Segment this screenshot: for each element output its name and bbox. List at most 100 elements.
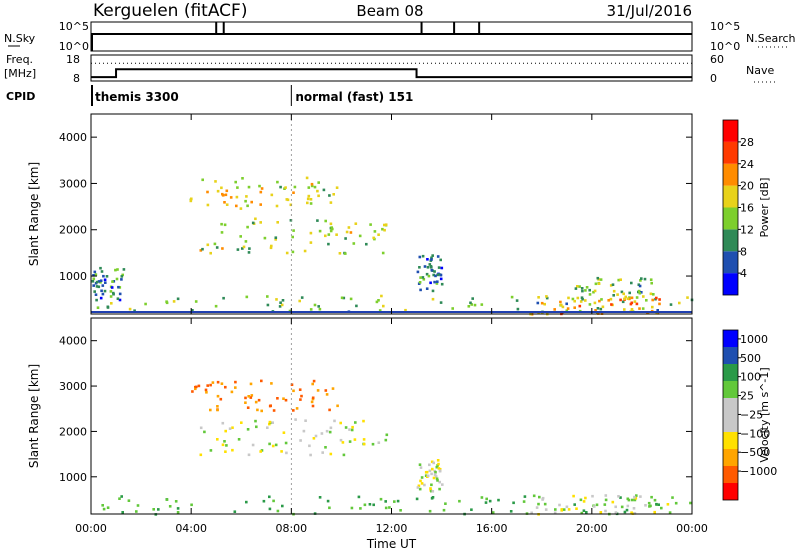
range-cell xyxy=(118,292,122,296)
range-cell xyxy=(99,296,103,300)
range-cell xyxy=(312,437,316,440)
range-cell xyxy=(292,191,295,194)
colorbar-label: 25 xyxy=(740,390,754,403)
range-cell xyxy=(279,185,282,189)
range-cell xyxy=(630,281,633,285)
range-cell xyxy=(117,285,120,289)
range-cell xyxy=(330,226,333,229)
range-cell xyxy=(341,441,345,444)
range-cell xyxy=(535,506,539,509)
colorbar: 4 8 12 16 20 24 28 Power [dB] xyxy=(722,119,771,296)
range-cell xyxy=(671,496,674,499)
range-cell xyxy=(222,296,225,300)
range-cell xyxy=(220,186,223,190)
range-cell xyxy=(120,495,123,498)
range-cell xyxy=(239,207,243,210)
range-cell xyxy=(216,189,220,193)
range-cell xyxy=(290,383,294,386)
range-cell xyxy=(300,394,303,398)
range-cell xyxy=(432,273,435,277)
range-cell xyxy=(345,230,349,234)
range-cell xyxy=(245,295,249,299)
range-cell xyxy=(103,278,107,282)
range-cell xyxy=(369,223,372,226)
range-cell xyxy=(509,510,513,513)
x-tick-label: 16:00 xyxy=(476,522,508,535)
range-cell xyxy=(353,438,357,441)
range-cell xyxy=(537,502,540,506)
range-cell xyxy=(118,298,122,302)
range-cell xyxy=(614,505,617,509)
colorbar-swatch xyxy=(723,415,738,432)
range-cell xyxy=(558,503,561,507)
range-cell xyxy=(644,504,647,507)
range-cell xyxy=(484,501,488,504)
range-cell xyxy=(580,287,584,290)
scatter-cells xyxy=(101,379,692,516)
range-cell xyxy=(251,443,255,447)
range-cell xyxy=(601,305,605,309)
range-cell xyxy=(136,504,140,507)
colorbar-swatch xyxy=(723,273,738,295)
range-cell xyxy=(650,281,653,285)
colorbar-label: −100 xyxy=(740,427,770,440)
range-cell xyxy=(623,308,626,311)
range-cell xyxy=(354,421,357,424)
range-cell xyxy=(515,299,519,302)
range-cell xyxy=(309,241,313,244)
range-cell xyxy=(249,382,253,386)
range-cell xyxy=(435,282,439,285)
range-cell xyxy=(95,280,99,284)
colorbar-label: 4 xyxy=(740,267,747,280)
range-cell xyxy=(439,277,443,281)
range-cell xyxy=(342,296,346,300)
range-cell xyxy=(375,300,379,304)
range-cell xyxy=(399,509,402,512)
range-cell xyxy=(111,280,114,283)
range-cell xyxy=(270,193,274,197)
range-cell xyxy=(281,504,284,508)
range-cell xyxy=(336,404,339,408)
range-cell xyxy=(225,189,229,193)
range-cell xyxy=(438,468,442,471)
range-cell xyxy=(428,463,431,467)
range-cell xyxy=(152,508,155,511)
range-cell xyxy=(270,382,273,385)
nave-tick-bottom: 0 xyxy=(710,72,717,85)
range-cell xyxy=(426,474,430,478)
range-cell xyxy=(165,300,168,303)
range-cell xyxy=(619,298,622,302)
range-cell xyxy=(254,217,257,221)
range-cell xyxy=(469,301,472,305)
range-cell xyxy=(641,307,645,310)
range-cell xyxy=(560,509,563,512)
range-cell xyxy=(110,286,114,289)
range-cell xyxy=(328,408,331,412)
range-cell xyxy=(266,295,269,298)
range-cell xyxy=(338,252,342,255)
range-cell xyxy=(191,309,194,312)
range-cell xyxy=(246,204,249,208)
range-cell xyxy=(260,187,264,190)
range-cell xyxy=(259,450,262,453)
range-cell xyxy=(362,438,366,441)
range-cell xyxy=(635,302,639,306)
range-cell xyxy=(523,495,527,498)
range-cell xyxy=(436,459,440,462)
range-cell xyxy=(607,299,610,302)
range-cell xyxy=(344,426,348,429)
range-cell xyxy=(339,421,342,425)
range-cell xyxy=(422,278,426,281)
range-cell xyxy=(429,281,432,285)
range-cell xyxy=(594,309,597,312)
range-cell xyxy=(247,185,251,189)
y-tick-label: 1000 xyxy=(59,270,87,283)
cpid-label: CPID xyxy=(6,90,35,103)
range-cell xyxy=(562,508,566,511)
x-tick-label: 12:00 xyxy=(376,522,408,535)
freq-tick-bottom: 8 xyxy=(73,72,80,85)
range-cell xyxy=(584,299,587,302)
range-cell xyxy=(377,233,380,236)
range-cell xyxy=(321,451,324,454)
nsearch-tick-top: 10^5 xyxy=(710,20,740,33)
